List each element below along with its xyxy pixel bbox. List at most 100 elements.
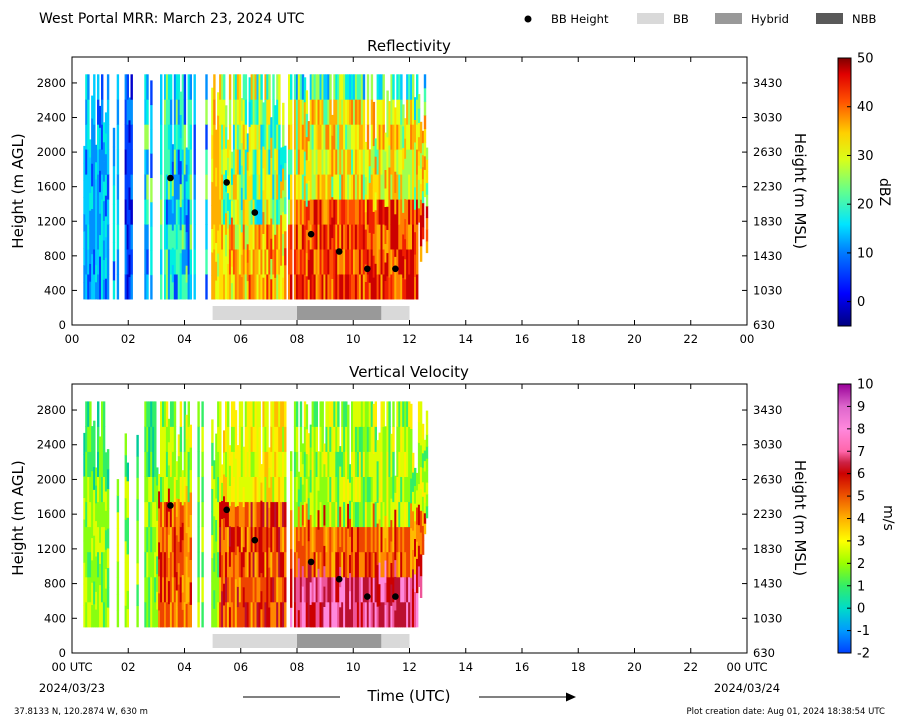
field-cell [213,199,216,225]
field-cell [177,434,181,457]
field-cell [417,421,421,443]
field-cell [187,199,190,225]
field-cell [260,124,263,150]
field-cell [400,576,403,603]
field-cell [205,74,208,100]
field-cell [388,145,391,168]
field-cell [242,74,246,100]
field-cell [356,426,360,452]
legend-nbb-swatch [816,13,843,24]
field-cell [384,132,387,152]
field-cell [169,401,173,427]
field-cell [276,526,279,553]
field-cell [372,123,376,147]
field-cell [416,99,419,125]
field-cell [240,254,244,278]
field-cell [175,516,179,536]
field-cell [106,567,110,588]
field-cell [252,501,255,528]
field-cell [116,249,120,275]
field-cell [364,576,368,603]
field-cell [225,476,228,503]
field-cell [272,99,275,125]
field-cell [262,233,265,256]
field-cell [165,224,169,250]
field-cell [398,576,401,603]
field-cell [150,201,153,227]
field-cell [223,517,226,540]
field-cell [284,526,287,553]
field-cell [356,401,360,427]
field-cell [268,224,271,250]
field-cell [284,265,287,283]
field-cell [236,124,240,150]
field-cell [284,601,287,628]
field-cell [366,451,370,477]
field-cell [388,476,391,503]
field-cell [201,501,204,528]
field-cell [213,552,216,572]
field-cell [303,175,307,201]
field-cell [246,243,250,263]
field-cell [211,228,214,253]
field-cell [185,532,188,557]
field-cell [416,507,419,525]
field-cell [382,174,385,200]
field-cell [299,526,303,553]
field-cell [297,199,301,225]
field-cell [181,224,185,250]
field-cell [266,601,269,628]
field-cell [130,174,133,200]
field-cell [185,579,188,604]
field-cell [313,99,316,125]
field-cell [148,501,151,528]
field-cell [187,576,190,603]
field-cell [356,149,360,175]
field-cell [341,224,344,250]
field-cell [368,551,372,578]
field-cell [372,277,376,300]
field-cell [362,249,366,275]
field-cell [368,401,372,427]
field-cell [250,401,253,427]
field-cell [169,224,173,250]
field-cell [91,470,94,494]
dbz-colorbar-label: dBZ [876,178,892,206]
field-cell [169,174,173,200]
field-cell [236,224,240,250]
field-cell [99,170,102,193]
field-cell [414,467,417,486]
field-cell [124,605,127,628]
field-cell [280,501,283,528]
field-cell [175,99,179,125]
field-cell [230,526,234,553]
field-cell [274,401,277,427]
field-cell [288,174,291,200]
field-cell [236,149,240,175]
field-cell [156,467,159,486]
field-cell [356,74,360,100]
field-cell [95,213,98,231]
field-cell [337,149,340,175]
field-cell [419,554,423,577]
field-cell [412,568,415,589]
field-cell [295,174,299,200]
field-cell [362,601,366,628]
field-cell [280,198,283,216]
field-cell [351,99,354,125]
field-cell [165,576,169,603]
field-cell [83,145,86,164]
field-cell [264,149,267,175]
field-cell [301,224,305,250]
field-cell [260,608,263,628]
field-cell [242,274,246,300]
field-cell [228,526,232,547]
field-cell [288,149,291,175]
field-cell [400,601,403,628]
field-cell [335,124,338,150]
field-cell [421,130,425,144]
field-cell [382,224,385,250]
field-cell [347,404,350,430]
field-cell [329,476,332,503]
field-cell [349,149,352,175]
